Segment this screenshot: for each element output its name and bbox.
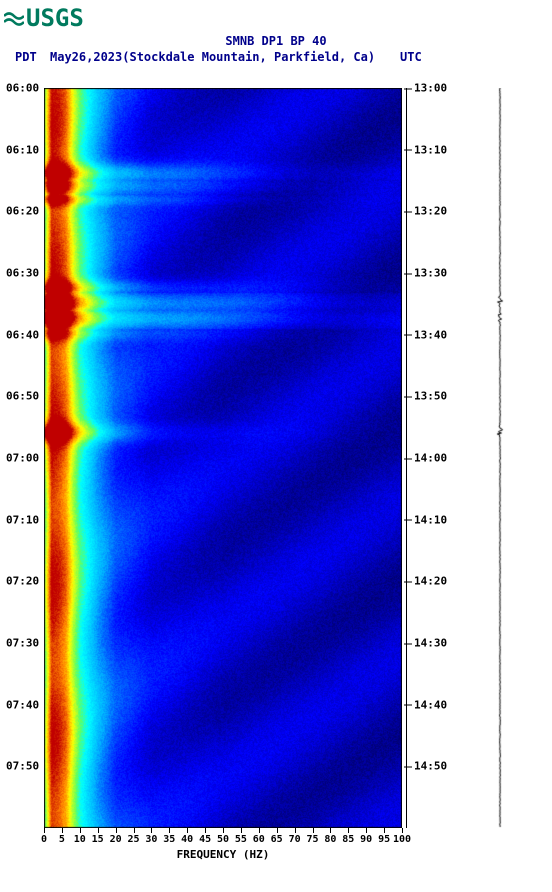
spectrogram-chart [44, 88, 402, 828]
y-right-tick: 14:20 [414, 575, 447, 588]
x-tick: 70 [289, 834, 301, 845]
x-tick: 40 [181, 834, 193, 845]
date-location: May26,2023(Stockdale Mountain, Parkfield… [50, 50, 375, 64]
x-tick: 30 [145, 834, 157, 845]
y-left-tick: 06:30 [6, 267, 39, 280]
y-right-tick: 14:10 [414, 513, 447, 526]
x-tick: 80 [324, 834, 336, 845]
y-right-tick: 14:40 [414, 698, 447, 711]
y-left-tick: 06:40 [6, 328, 39, 341]
x-tick: 100 [393, 834, 411, 845]
x-tick: 85 [342, 834, 354, 845]
utc-label: UTC [400, 50, 422, 64]
x-tick: 65 [271, 834, 283, 845]
x-tick: 5 [59, 834, 65, 845]
x-axis-title: FREQUENCY (HZ) [44, 848, 402, 861]
y-left-tick: 06:00 [6, 82, 39, 95]
y-right-axis: 13:0013:1013:2013:3013:4013:5014:0014:10… [414, 88, 454, 828]
y-left-axis: 06:0006:1006:2006:3006:4006:5007:0007:10… [6, 88, 42, 828]
y-left-tick: 07:30 [6, 637, 39, 650]
y-left-tick: 06:20 [6, 205, 39, 218]
usgs-logo: USGS [4, 4, 84, 32]
y-right-tick: 14:30 [414, 637, 447, 650]
seismogram-trace [490, 88, 510, 828]
chart-title: SMNB DP1 BP 40 [0, 34, 552, 48]
y-left-tick: 07:00 [6, 452, 39, 465]
wave-icon [4, 8, 24, 28]
x-tick: 95 [378, 834, 390, 845]
x-tick: 35 [163, 834, 175, 845]
y-right-tick: 13:40 [414, 328, 447, 341]
x-tick: 60 [253, 834, 265, 845]
y-left-tick: 07:50 [6, 760, 39, 773]
y-left-tick: 06:10 [6, 143, 39, 156]
y-right-tick: 14:00 [414, 452, 447, 465]
x-tick: 10 [74, 834, 86, 845]
x-tick: 20 [110, 834, 122, 845]
y-left-tick: 07:10 [6, 513, 39, 526]
x-tick: 0 [41, 834, 47, 845]
spectrogram-canvas [44, 88, 402, 828]
y-right-tick: 13:30 [414, 267, 447, 280]
logo-text: USGS [26, 4, 84, 32]
y-left-tick: 07:40 [6, 698, 39, 711]
x-tick: 50 [217, 834, 229, 845]
x-tick: 45 [199, 834, 211, 845]
y-left-tick: 06:50 [6, 390, 39, 403]
y-right-tick: 13:10 [414, 143, 447, 156]
pdt-label: PDT [15, 50, 37, 64]
x-tick: 55 [235, 834, 247, 845]
y-right-tick: 13:50 [414, 390, 447, 403]
x-tick: 75 [306, 834, 318, 845]
y-right-tick: 13:00 [414, 82, 447, 95]
x-tick: 15 [92, 834, 104, 845]
y-left-tick: 07:20 [6, 575, 39, 588]
x-axis: 0510152025303540455055606570758085909510… [44, 828, 402, 842]
x-tick: 25 [127, 834, 139, 845]
y-right-tick: 14:50 [414, 760, 447, 773]
x-tick: 90 [360, 834, 372, 845]
y-right-tick: 13:20 [414, 205, 447, 218]
